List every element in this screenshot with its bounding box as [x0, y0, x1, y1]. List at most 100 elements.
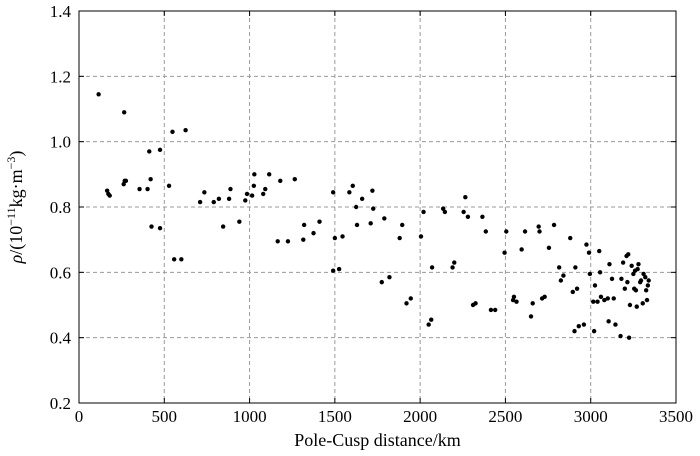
y-tick-label: 1.0 — [50, 133, 71, 152]
data-point — [556, 265, 562, 270]
data-point — [311, 230, 316, 236]
data-point — [261, 191, 266, 197]
data-point — [137, 186, 142, 192]
data-point — [643, 275, 648, 280]
data-point — [586, 250, 592, 255]
data-point — [285, 239, 291, 244]
data-point — [350, 183, 355, 188]
y-tick-label: 0.4 — [50, 329, 72, 348]
data-point — [626, 335, 632, 340]
data-point — [502, 250, 507, 255]
y-tick-label: 1.2 — [50, 67, 71, 86]
data-point — [633, 288, 639, 293]
x-tick-label: 3500 — [659, 407, 693, 426]
data-point — [340, 234, 345, 239]
data-point — [408, 296, 413, 301]
x-tick-label: 2000 — [403, 407, 437, 426]
data-point — [597, 270, 603, 275]
data-point — [492, 307, 498, 313]
data-point — [576, 324, 581, 329]
data-point — [379, 279, 384, 285]
data-point — [179, 257, 184, 262]
data-point — [292, 177, 297, 182]
data-point — [197, 199, 203, 205]
data-point — [597, 248, 602, 254]
data-point — [278, 178, 283, 184]
data-point — [400, 222, 405, 228]
y-tick-label: 0.6 — [50, 263, 71, 282]
data-point — [480, 214, 485, 219]
grid-lines — [79, 11, 676, 403]
y-axis-symbol: ρ — [6, 254, 26, 264]
data-point — [263, 186, 268, 192]
data-point — [592, 283, 598, 288]
data-point — [483, 229, 489, 234]
y-axis-exp2: −3 — [4, 157, 18, 170]
x-tick-label: 500 — [152, 407, 178, 426]
data-point — [605, 296, 610, 301]
data-points — [96, 92, 651, 340]
data-point — [123, 178, 129, 184]
data-point — [574, 286, 580, 291]
data-point — [211, 199, 216, 205]
data-point — [202, 190, 207, 195]
data-point — [618, 333, 623, 339]
data-point — [473, 301, 478, 306]
data-point — [591, 328, 597, 334]
data-point — [301, 222, 307, 228]
data-point — [609, 276, 615, 282]
data-point — [359, 196, 365, 202]
data-point — [511, 294, 517, 300]
y-tick-label: 0.8 — [50, 198, 71, 217]
data-point — [635, 266, 640, 272]
data-point — [107, 193, 112, 198]
data-point — [397, 235, 402, 241]
y-tick-labels: 0.2 0.4 0.6 0.8 1.0 1.2 1.4 — [50, 2, 72, 413]
data-point — [252, 172, 257, 177]
data-point — [157, 147, 163, 153]
data-point — [317, 219, 322, 224]
data-point — [452, 260, 457, 265]
data-point — [249, 193, 255, 198]
y-axis-unit-close: ) — [6, 151, 27, 157]
data-point — [429, 317, 434, 322]
data-point — [145, 186, 150, 192]
data-point — [644, 297, 650, 303]
x-tick-label: 1000 — [233, 407, 267, 426]
data-point — [568, 235, 573, 241]
data-point — [638, 278, 644, 283]
data-point — [640, 301, 645, 306]
data-point — [387, 275, 392, 280]
data-point — [96, 92, 101, 97]
data-point — [643, 288, 649, 293]
data-point — [220, 224, 226, 229]
data-point — [418, 234, 424, 239]
data-point — [371, 206, 376, 211]
data-point — [522, 229, 528, 234]
data-point — [595, 299, 600, 304]
data-point — [244, 191, 250, 197]
data-point — [442, 209, 448, 215]
data-point — [581, 322, 587, 327]
data-point — [170, 129, 175, 135]
data-point — [332, 235, 338, 241]
x-tick-label: 2500 — [488, 407, 522, 426]
data-point — [450, 265, 455, 270]
data-point — [598, 294, 604, 300]
data-point — [461, 209, 466, 215]
data-point — [228, 186, 233, 192]
data-point — [347, 190, 352, 195]
data-point — [622, 286, 628, 291]
data-point — [645, 283, 651, 288]
data-point — [465, 214, 471, 219]
data-point — [183, 128, 188, 133]
data-point — [166, 183, 172, 188]
data-point — [149, 224, 154, 229]
data-point — [216, 196, 222, 202]
data-point — [157, 226, 163, 231]
data-point — [528, 314, 534, 319]
data-point — [584, 242, 589, 247]
x-axis-title: Pole-Cusp distance/km — [294, 430, 460, 450]
y-axis-unit-open: /(10 — [6, 226, 27, 255]
